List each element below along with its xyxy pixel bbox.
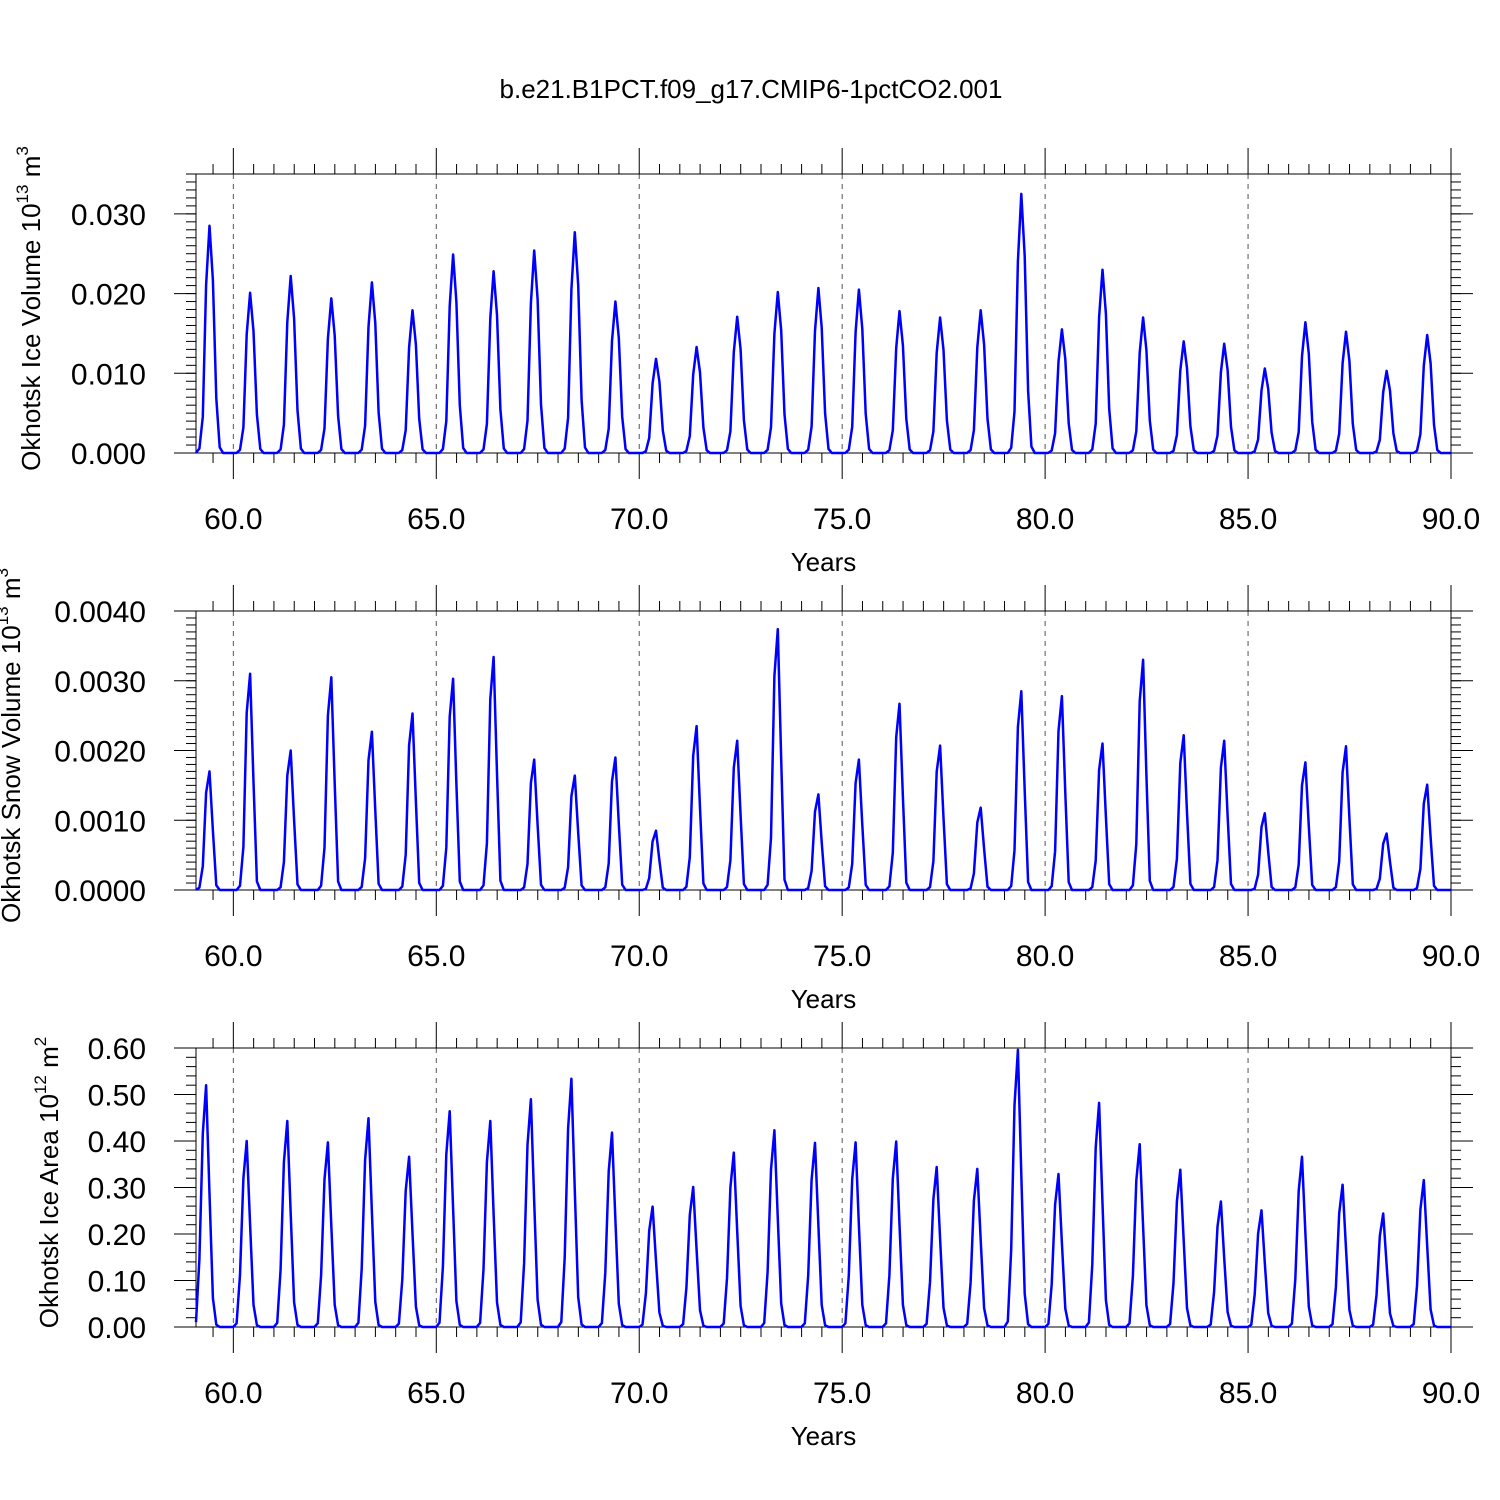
y-axis-label: Okhotsk Ice Area 1012 m2 [31,1037,64,1328]
chart-panel-2: 60.0 65.0 70.0 75.0 80.0 85.0 90.0 Years 0.0000 0… [0,568,1480,1014]
y-tick-label: 0.10 [88,1266,146,1299]
x-tick-label: 60.0 [204,1377,262,1410]
x-tick-label: 90.0 [1422,940,1480,973]
y-axis-label-ylabel-unit-exp: 2 [31,1037,50,1046]
y-tick-label: 0.50 [88,1080,146,1113]
figure-title: b.e21.B1PCT.f09_g17.CMIP6-1pctCO2.001 [500,74,1003,104]
series-line-1 [195,192,1451,455]
y-tick-label: 0.0040 [54,596,146,629]
x-tick-label: 60.0 [204,940,262,973]
x-tick-label: 70.0 [610,503,668,536]
x-axis-label: Years [791,1421,857,1451]
y-tick-label: 0.00 [88,1312,146,1345]
y-tick-label: 0.30 [88,1173,146,1206]
x-tick-label: 65.0 [407,940,465,973]
y-axis-label: Okhotsk Snow Volume 1013 m3 [0,568,26,923]
x-tick-label: 75.0 [813,940,871,973]
x-tick-label: 80.0 [1016,1377,1074,1410]
chart-panel-3: 60.0 65.0 70.0 75.0 80.0 85.0 90.0 Years 0.00 0.1… [31,1022,1480,1451]
y-tick-label: 0.40 [88,1126,146,1159]
x-tick-label: 80.0 [1016,503,1074,536]
y-tick-label: 0.0030 [54,666,146,699]
y-tick-label: 0.0020 [54,736,146,769]
x-axis-label: Years [791,984,857,1014]
y-axis-label-ylabel-unit: m [0,577,26,606]
x-tick-label: 75.0 [813,1377,871,1410]
plot-frame [195,610,1452,891]
y-axis-label-ylabel-exp: 13 [13,185,32,204]
x-axis-label: Years [791,547,857,577]
x-tick-label: 80.0 [1016,940,1074,973]
y-tick-label: 0.20 [88,1219,146,1252]
y-axis-label-ylabel-exp: 12 [31,1075,50,1094]
x-tick-label: 85.0 [1219,940,1277,973]
series-line-1 [194,1048,1451,1329]
y-tick-label: 0.030 [71,199,146,232]
y-axis-label-ylabel-main: Okhotsk Snow Volume 10 [0,625,26,923]
y-axis-label-ylabel-unit-exp: 3 [0,568,12,577]
y-tick-label: 0.000 [71,438,146,471]
panels: 60.0 65.0 70.0 75.0 80.0 85.0 90.0 Years 0.000 0.… [0,146,1480,1451]
plot-frame [195,173,1452,454]
y-axis-label-ylabel-main: Okhotsk Ice Area 10 [34,1094,64,1328]
y-axis-label-ylabel-unit: m [16,156,46,185]
y-tick-label: 0.010 [71,358,146,391]
x-tick-label: 70.0 [610,1377,668,1410]
y-tick-label: 0.020 [71,279,146,312]
x-tick-label: 90.0 [1422,1377,1480,1410]
x-tick-label: 85.0 [1219,1377,1277,1410]
y-axis-label-ylabel-exp: 13 [0,606,12,625]
y-axis-label: Okhotsk Ice Volume 1013 m3 [13,146,46,471]
plot-frame [195,1047,1452,1328]
series-line-1 [195,627,1451,892]
x-tick-label: 85.0 [1219,503,1277,536]
x-tick-label: 70.0 [610,940,668,973]
y-tick-label: 0.60 [88,1033,146,1066]
y-tick-label: 0.0010 [54,805,146,838]
y-axis-label-ylabel-unit-exp: 3 [13,146,32,155]
x-tick-label: 65.0 [407,1377,465,1410]
x-tick-label: 65.0 [407,503,465,536]
x-tick-label: 60.0 [204,503,262,536]
y-axis-label-ylabel-main: Okhotsk Ice Volume 10 [16,203,46,470]
chart-panel-1: 60.0 65.0 70.0 75.0 80.0 85.0 90.0 Years 0.000 0.… [13,146,1480,577]
x-tick-label: 75.0 [813,503,871,536]
y-axis-label-ylabel-unit: m [34,1046,64,1075]
x-tick-label: 90.0 [1422,503,1480,536]
y-tick-label: 0.0000 [54,875,146,908]
